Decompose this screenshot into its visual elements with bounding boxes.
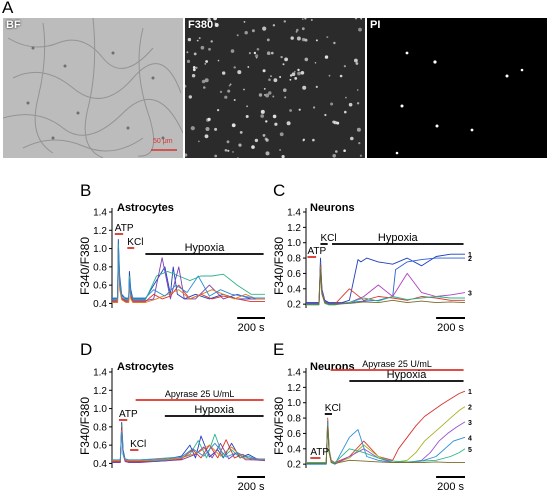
- y-tick-label-e: 1.4: [287, 368, 301, 379]
- series-label-e-3: 4: [468, 435, 472, 442]
- y-tick-label-c: 1.2: [287, 223, 301, 234]
- series-line-b-4: [112, 251, 265, 303]
- series-label-c-0: 1: [468, 252, 472, 259]
- y-tick-label-d: 1.2: [93, 386, 107, 397]
- y-axis-label-d: F340/F380: [78, 397, 92, 455]
- y-tick-label-d: 0.8: [93, 422, 107, 433]
- panel-letter-a: A: [2, 0, 14, 17]
- micrograph-pi: PI: [367, 18, 547, 158]
- chart-b: Astrocytes 0.4 0.6 0.8 1.0 1.2 1.4 F340/F380 ATP…: [78, 202, 265, 334]
- annotation-label-e-1: Hypoxia: [387, 369, 428, 381]
- y-tick-label-c: 1.0: [287, 238, 301, 249]
- micrograph-label-f380: F380: [188, 19, 214, 31]
- panel-letter-d: D: [80, 340, 93, 359]
- panel-letter-b: B: [80, 181, 92, 200]
- y-tick-label-d: 1.0: [93, 404, 107, 415]
- y-tick-label-b: 0.6: [93, 281, 107, 292]
- y-axis-label-e: F340/F380: [272, 397, 286, 455]
- annotation-label-c-1: KCl: [320, 233, 336, 244]
- panel-letter-e: E: [273, 340, 285, 359]
- chart-title-e: Neurons: [310, 361, 355, 373]
- annotation-label-b-2: Hypoxia: [185, 242, 226, 254]
- micrograph-f380: F380: [185, 18, 365, 158]
- chart-d: Astrocytes 0.4 0.6 0.8 1.0 1.2 1.4 F340/F380 Apy…: [78, 361, 265, 493]
- series-label-e-4: 5: [468, 447, 472, 454]
- series-line-b-5: [112, 248, 265, 299]
- y-tick-label-c: 0.2: [287, 300, 301, 311]
- y-tick-label-e: 1.2: [287, 383, 301, 394]
- chart-e: Neurons 0.2 0.4 0.6 0.8 1.0 1.2 1.4 F340/F380 1 2 3…: [272, 359, 472, 493]
- panel-letter-c: C: [273, 181, 286, 200]
- micrograph-label-pi: PI: [370, 19, 381, 31]
- y-tick-label-c: 0.4: [287, 284, 301, 295]
- f380-texture: [185, 18, 365, 158]
- time-scale-label-b: 200 s: [238, 322, 265, 334]
- chart-title-b: Astrocytes: [117, 202, 174, 214]
- annotation-label-d-2: KCl: [130, 439, 146, 450]
- series-line-b-2: [112, 248, 265, 302]
- series-line-c-0: [306, 253, 465, 304]
- series-line-d-5: [112, 431, 265, 461]
- series-label-e-0: 1: [468, 389, 472, 396]
- scale-bar-label: 50 μm: [153, 138, 173, 145]
- pi-texture: [367, 18, 547, 158]
- time-scale-label-e: 200 s: [437, 481, 464, 493]
- y-tick-label-e: 0.6: [287, 429, 301, 440]
- chart-title-d: Astrocytes: [117, 361, 174, 373]
- series-label-e-1: 2: [468, 405, 472, 412]
- series-line-e-5: [306, 425, 465, 464]
- y-tick-label-e: 0.8: [287, 414, 301, 425]
- annotation-label-d-3: Hypoxia: [194, 404, 235, 416]
- y-tick-label-d: 0.6: [93, 441, 107, 452]
- y-tick-label-b: 1.2: [93, 226, 107, 237]
- micrograph-label-bf: BF: [6, 19, 21, 31]
- annotation-label-d-0: Apyrase 25 U/mL: [165, 389, 235, 399]
- y-tick-label-e: 0.4: [287, 444, 301, 455]
- y-tick-label-c: 0.8: [287, 254, 301, 265]
- annotation-label-e-3: ATP: [310, 447, 329, 458]
- y-axis-label-c: F340/F380: [272, 237, 286, 295]
- y-axis-label-b: F340/F380: [78, 237, 92, 295]
- annotation-label-b-1: KCl: [127, 237, 143, 248]
- y-tick-label-b: 1.0: [93, 244, 107, 255]
- series-line-b-3: [112, 249, 265, 303]
- series-line-c-5: [306, 268, 466, 305]
- y-tick-label-d: 1.4: [93, 368, 107, 379]
- annotation-label-b-0: ATP: [115, 223, 134, 234]
- annotation-label-e-2: KCl: [325, 403, 341, 414]
- annotation-label-c-0: ATP: [307, 246, 326, 257]
- y-tick-label-b: 0.4: [93, 299, 107, 310]
- y-tick-label-b: 1.4: [93, 208, 107, 219]
- series-label-c-2: 3: [468, 291, 472, 298]
- chart-title-c: Neurons: [310, 202, 355, 214]
- annotation-label-e-0: Apyrase 25 U/mL: [362, 359, 432, 369]
- series-label-c-1: 2: [468, 256, 472, 263]
- y-tick-label-d: 0.4: [93, 459, 107, 470]
- chart-c: Neurons 0.2 0.4 0.6 0.8 1.0 1.2 1.4 F340/F380 12 3…: [272, 202, 472, 334]
- y-tick-label-e: 1.0: [287, 398, 301, 409]
- y-tick-label-e: 0.2: [287, 460, 301, 471]
- annotation-label-c-2: Hypoxia: [378, 232, 419, 244]
- y-tick-label-c: 0.6: [287, 269, 301, 280]
- time-scale-label-c: 200 s: [437, 322, 464, 334]
- y-tick-label-b: 0.8: [93, 262, 107, 273]
- annotation-label-d-1: ATP: [119, 409, 138, 420]
- micrograph-bf: BF 50 μm: [3, 18, 183, 158]
- time-scale-label-d: 200 s: [238, 481, 265, 493]
- bf-texture: [3, 18, 183, 158]
- y-tick-label-c: 1.4: [287, 208, 301, 219]
- series-label-e-2: 3: [468, 420, 472, 427]
